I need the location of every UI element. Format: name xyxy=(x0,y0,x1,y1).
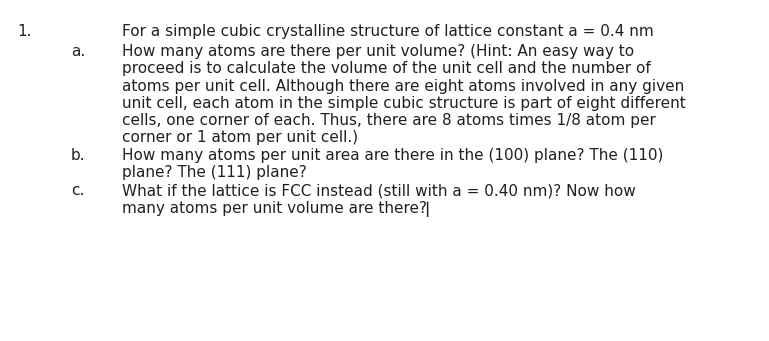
Text: b.: b. xyxy=(71,148,85,163)
Text: corner or 1 atom per unit cell.): corner or 1 atom per unit cell.) xyxy=(122,130,358,145)
Text: proceed is to calculate the volume of the unit cell and the number of: proceed is to calculate the volume of th… xyxy=(122,61,651,76)
Text: How many atoms are there per unit volume? (Hint: An easy way to: How many atoms are there per unit volume… xyxy=(122,44,634,59)
Text: unit cell, each atom in the simple cubic structure is part of eight different: unit cell, each atom in the simple cubic… xyxy=(122,96,685,111)
Text: For a simple cubic crystalline structure of lattice constant a = 0.4 nm: For a simple cubic crystalline structure… xyxy=(122,24,653,39)
Text: 1.: 1. xyxy=(17,24,32,39)
Text: What if the lattice is FCC instead (still with a = 0.40 nm)? Now how: What if the lattice is FCC instead (stil… xyxy=(122,183,635,198)
Text: plane? The (111) plane?: plane? The (111) plane? xyxy=(122,165,306,180)
Text: a.: a. xyxy=(71,44,85,59)
Text: How many atoms per unit area are there in the (100) plane? The (110): How many atoms per unit area are there i… xyxy=(122,148,663,163)
Text: many atoms per unit volume are there?▏: many atoms per unit volume are there?▏ xyxy=(122,201,438,217)
Text: cells, one corner of each. Thus, there are 8 atoms times 1/8 atom per: cells, one corner of each. Thus, there a… xyxy=(122,113,655,128)
Text: c.: c. xyxy=(71,183,84,198)
Text: atoms per unit cell. Although there are eight atoms involved in any given: atoms per unit cell. Although there are … xyxy=(122,78,684,93)
